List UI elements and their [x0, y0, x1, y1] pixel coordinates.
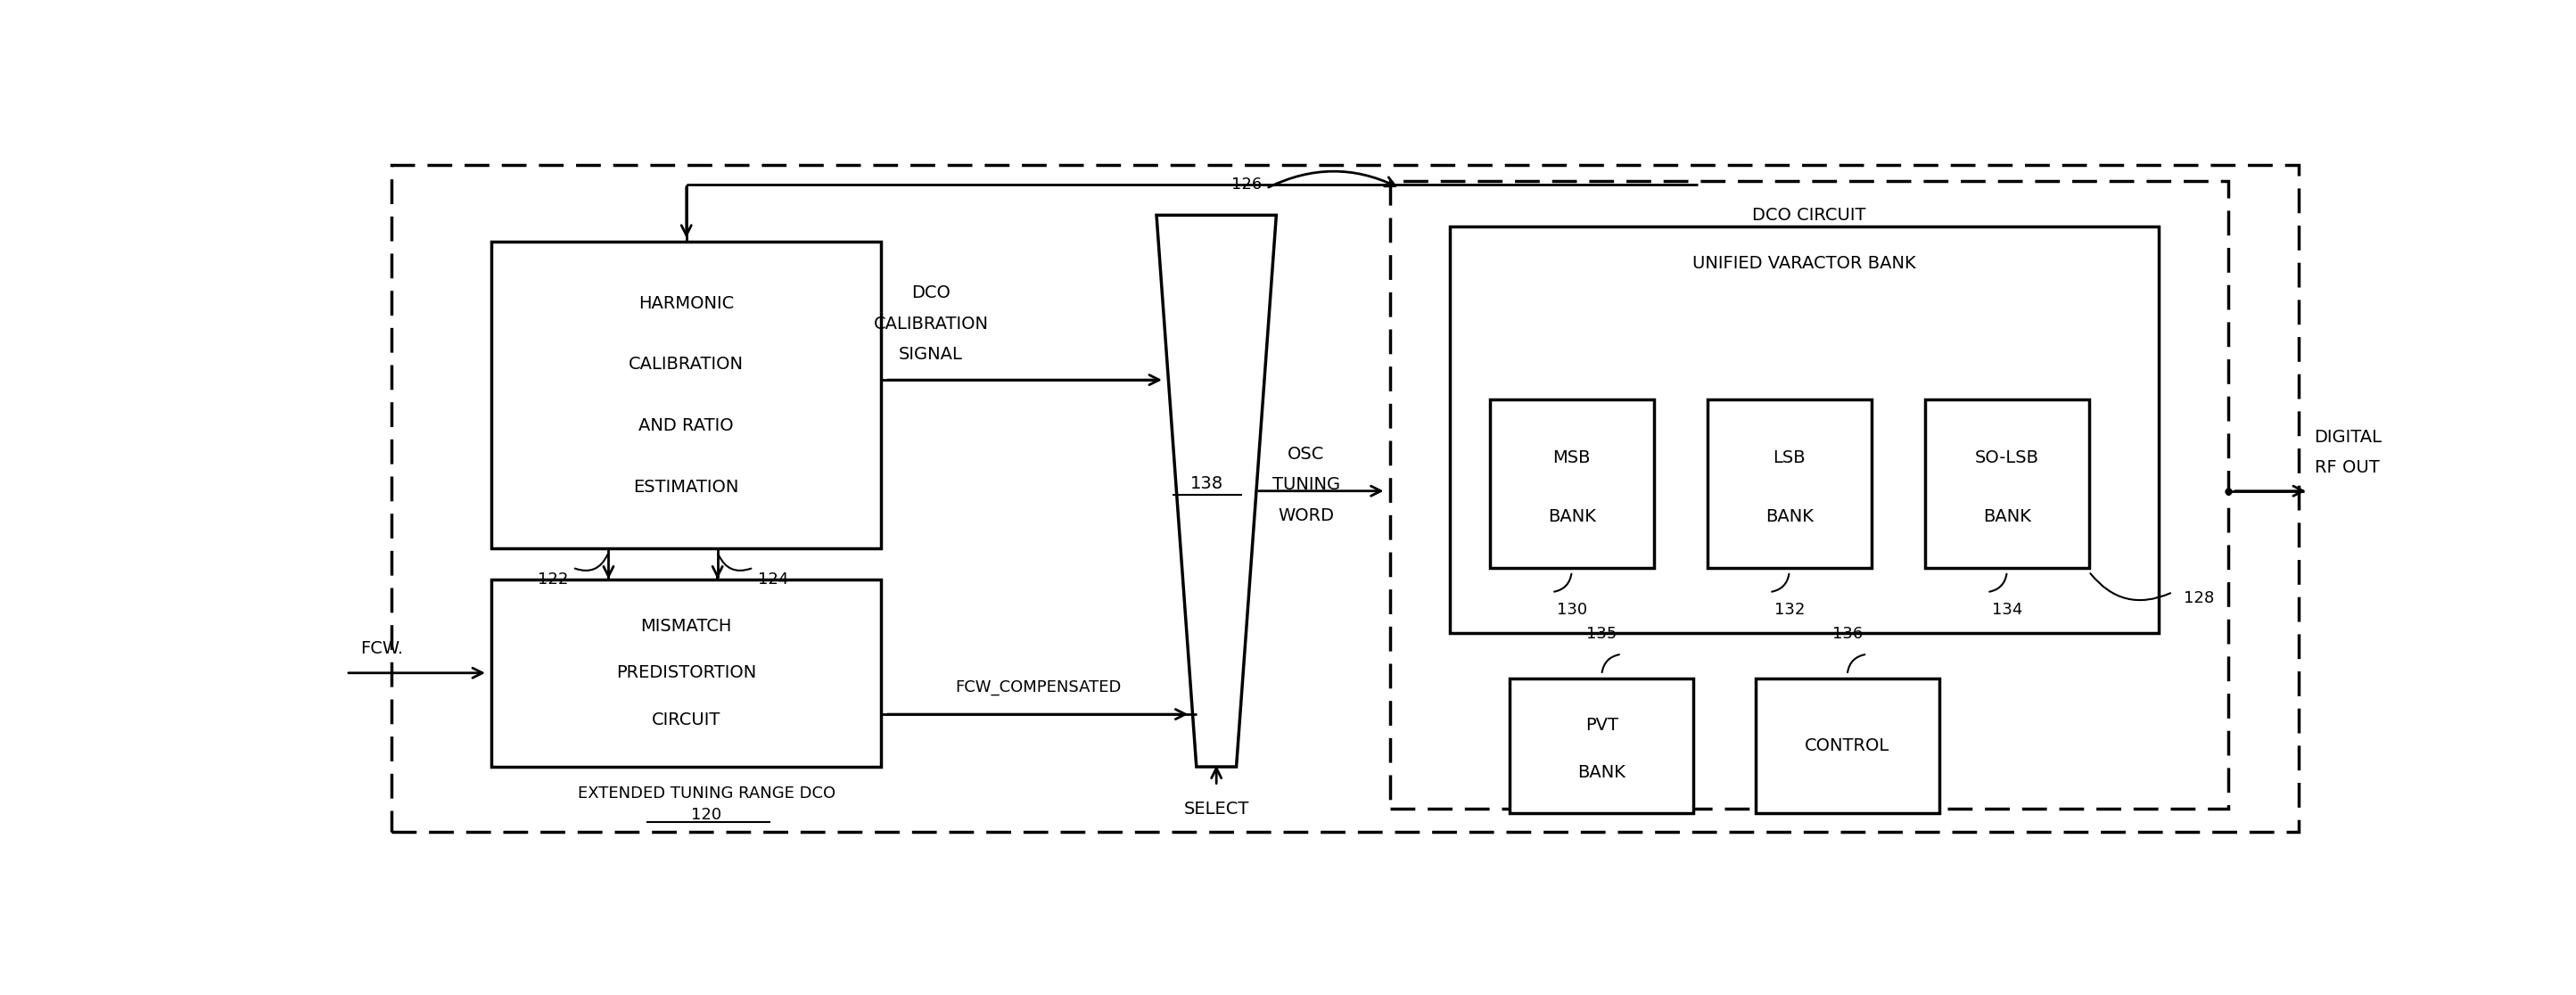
Text: MISMATCH: MISMATCH: [641, 618, 732, 635]
Polygon shape: [1157, 215, 1275, 767]
Text: CALIBRATION: CALIBRATION: [873, 315, 989, 332]
Text: BANK: BANK: [1984, 508, 2030, 525]
Text: UNIFIED VARACTOR BANK: UNIFIED VARACTOR BANK: [1692, 255, 1917, 272]
Text: 136: 136: [1832, 626, 1862, 643]
Text: AND RATIO: AND RATIO: [639, 417, 734, 435]
Text: DCO CIRCUIT: DCO CIRCUIT: [1752, 207, 1865, 224]
Text: HARMONIC: HARMONIC: [639, 295, 734, 311]
Text: SELECT: SELECT: [1185, 800, 1249, 818]
Text: ESTIMATION: ESTIMATION: [634, 479, 739, 496]
Bar: [1754, 679, 1940, 813]
Text: 134: 134: [1991, 602, 2022, 618]
Text: 128: 128: [2184, 590, 2213, 606]
Bar: [1489, 399, 1654, 567]
Text: CIRCUIT: CIRCUIT: [652, 711, 721, 728]
Text: OSC: OSC: [1288, 446, 1324, 463]
Bar: [1391, 181, 2228, 809]
Text: LSB: LSB: [1772, 450, 1806, 467]
Bar: [1708, 399, 1870, 567]
Text: 132: 132: [1775, 602, 1806, 618]
Bar: [392, 165, 2298, 832]
Bar: [1924, 399, 2089, 567]
Text: SIGNAL: SIGNAL: [899, 346, 963, 363]
Text: CONTROL: CONTROL: [1806, 737, 1891, 754]
Text: BANK: BANK: [1765, 508, 1814, 525]
Text: 122: 122: [538, 571, 567, 587]
Bar: [492, 242, 881, 548]
Text: DCO: DCO: [912, 285, 951, 301]
Text: BANK: BANK: [1548, 508, 1595, 525]
Bar: [492, 579, 881, 767]
Bar: [1450, 227, 2159, 633]
Bar: [1510, 679, 1692, 813]
Text: SO-LSB: SO-LSB: [1976, 450, 2040, 467]
Text: 138: 138: [1190, 475, 1224, 492]
Text: CALIBRATION: CALIBRATION: [629, 356, 744, 373]
Text: 130: 130: [1556, 602, 1587, 618]
Text: BANK: BANK: [1577, 764, 1625, 781]
Text: EXTENDED TUNING RANGE DCO: EXTENDED TUNING RANGE DCO: [577, 786, 835, 802]
Text: PREDISTORTION: PREDISTORTION: [616, 665, 757, 682]
Text: PVT: PVT: [1584, 717, 1618, 734]
Text: WORD: WORD: [1278, 507, 1334, 524]
Text: 126: 126: [1231, 176, 1262, 193]
Text: MSB: MSB: [1553, 450, 1592, 467]
Text: 135: 135: [1587, 626, 1618, 643]
Text: DIGITAL: DIGITAL: [2313, 429, 2383, 446]
Text: 120: 120: [690, 807, 721, 823]
Text: FCW_COMPENSATED: FCW_COMPENSATED: [956, 680, 1121, 696]
Text: 124: 124: [757, 571, 788, 587]
Text: TUNING: TUNING: [1273, 477, 1340, 494]
Text: RF OUT: RF OUT: [2313, 460, 2380, 477]
Text: FCW.: FCW.: [361, 640, 404, 657]
